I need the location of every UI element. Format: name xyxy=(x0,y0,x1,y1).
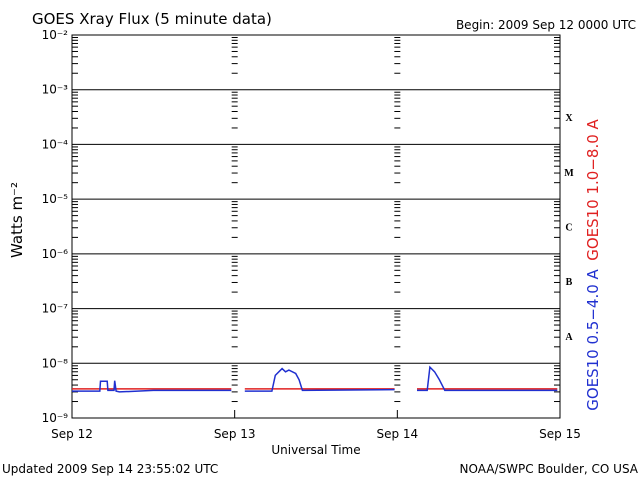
chart-title: GOES Xray Flux (5 minute data) xyxy=(32,10,272,28)
y-axis-label: Watts m⁻² xyxy=(8,182,26,258)
x-tick-label: Sep 14 xyxy=(376,427,418,441)
flare-class-label: B xyxy=(566,277,573,288)
legend-label: GOES10 1.0−8.0 A xyxy=(584,118,602,260)
x-tick-label: Sep 13 xyxy=(214,427,256,441)
x-tick-label: Sep 15 xyxy=(539,427,581,441)
y-tick-label: 10⁻⁶ xyxy=(42,247,69,261)
y-tick-label: 10⁻⁷ xyxy=(42,302,69,316)
x-tick-label: Sep 12 xyxy=(51,427,93,441)
y-tick-label: 10⁻⁵ xyxy=(42,192,69,206)
chart-subtitle: Begin: 2009 Sep 12 0000 UTC xyxy=(456,18,636,32)
y-tick-label: 10⁻⁸ xyxy=(42,356,69,370)
flare-class-label: X xyxy=(565,113,573,124)
y-tick-label: 10⁻⁴ xyxy=(42,137,69,151)
footer-left: Updated 2009 Sep 14 23:55:02 UTC xyxy=(2,462,218,476)
flare-class-label: A xyxy=(565,332,573,343)
flare-class-label: C xyxy=(565,223,572,234)
flare-class-label: M xyxy=(564,168,574,179)
y-tick-label: 10⁻³ xyxy=(42,83,69,97)
y-tick-label: 10⁻⁹ xyxy=(42,411,69,425)
plot-frame xyxy=(71,34,561,419)
series-line xyxy=(72,365,558,393)
legend-label: GOES10 0.5−4.0 A xyxy=(584,268,602,410)
footer-right: NOAA/SWPC Boulder, CO USA xyxy=(460,462,639,476)
y-tick-label: 10⁻² xyxy=(42,28,69,42)
x-axis-label: Universal Time xyxy=(271,443,360,457)
